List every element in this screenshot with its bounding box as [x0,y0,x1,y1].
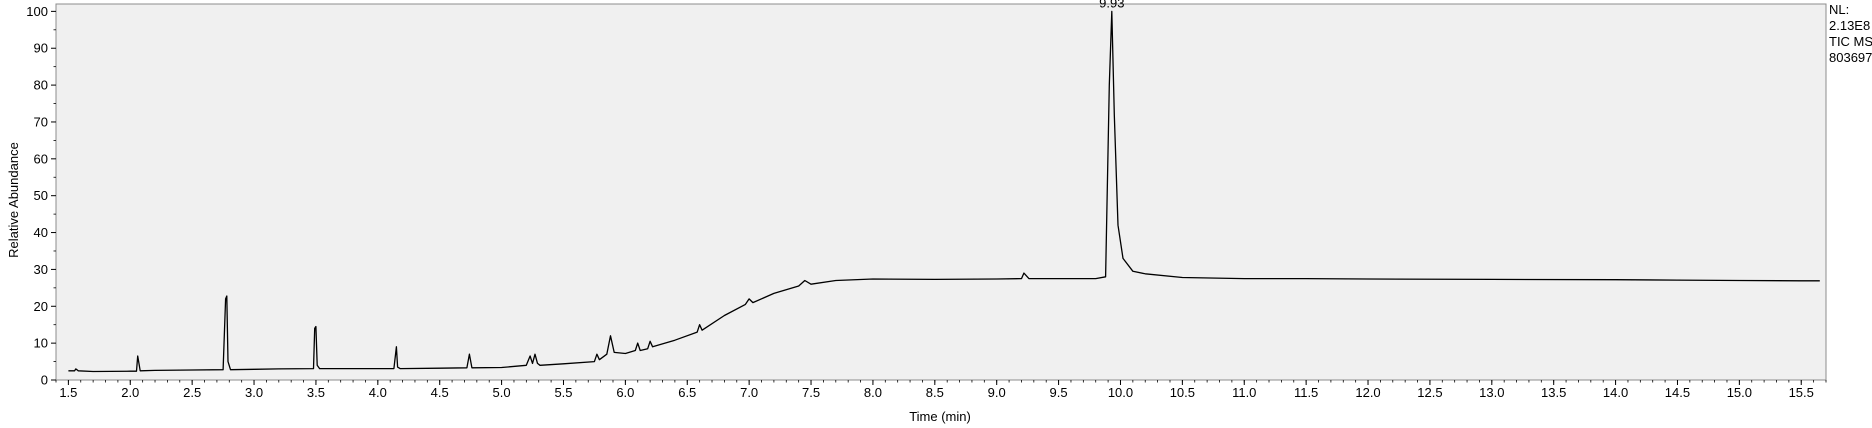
y-tick-label: 10 [34,336,48,351]
x-tick-label: 2.0 [121,385,139,400]
x-tick-label: 10.5 [1170,385,1195,400]
x-tick-label: 3.5 [307,385,325,400]
x-tick-label: 11.0 [1232,385,1256,400]
x-tick-label: 9.5 [1050,385,1068,400]
y-tick-label: 90 [34,41,48,56]
x-tick-label: 15.5 [1789,385,1814,400]
x-tick-label: 5.0 [493,385,511,400]
nl-value: 2.13E8 [1829,18,1871,33]
x-tick-label: 3.0 [245,385,263,400]
nl-label: NL: [1829,2,1850,17]
trace-type: TIC MS [1829,34,1872,49]
x-tick-label: 8.0 [864,385,882,400]
scan-info-box: NL: 2.13E8 TIC MS 803697 [1829,2,1872,66]
x-tick-label: 6.5 [678,385,696,400]
y-tick-label: 40 [34,225,48,240]
x-tick-label: 12.5 [1417,385,1442,400]
x-tick-label: 4.0 [369,385,387,400]
x-axis-title: Time (min) [909,409,971,424]
y-tick-label: 20 [34,299,48,314]
x-tick-label: 11.5 [1294,385,1318,400]
x-tick-label: 7.5 [802,385,820,400]
file-id: 803697 [1829,50,1872,65]
x-tick-label: 8.5 [926,385,944,400]
peak-label: 9.93 [1099,0,1124,10]
y-tick-label: 50 [34,188,48,203]
y-tick-label: 0 [41,373,48,388]
y-tick-label: 70 [34,114,48,129]
x-tick-label: 15.0 [1727,385,1752,400]
y-axis: 0 10 20 30 40 50 60 70 80 90 100 [26,4,56,388]
x-tick-label: 9.0 [988,385,1006,400]
x-tick-label: 6.0 [616,385,634,400]
x-tick-label: 12.0 [1355,385,1380,400]
x-tick-label: 5.5 [554,385,572,400]
x-tick-label: 14.5 [1665,385,1690,400]
y-tick-label: 100 [26,4,48,19]
x-tick-label: 7.0 [740,385,758,400]
y-axis-title: Relative Abundance [6,142,21,258]
x-tick-label: 14.0 [1603,385,1628,400]
x-tick-label: 2.5 [183,385,201,400]
x-tick-label: 13.5 [1541,385,1566,400]
y-tick-label: 80 [34,78,48,93]
x-axis: 1.5 2.0 2.5 3.0 3.5 4.0 4.5 5.0 5.5 6.0 6.5 7.0 7.5 8… [55,380,1827,400]
y-tick-label: 30 [34,262,48,277]
tic-trace-line [68,10,1820,373]
x-tick-label: 1.5 [59,385,77,400]
plot-area [55,3,1827,381]
y-tick-label: 60 [34,151,48,166]
x-tick-label: 13.0 [1479,385,1504,400]
x-tick-label: 10.0 [1108,385,1133,400]
x-tick-label: 4.5 [431,385,449,400]
